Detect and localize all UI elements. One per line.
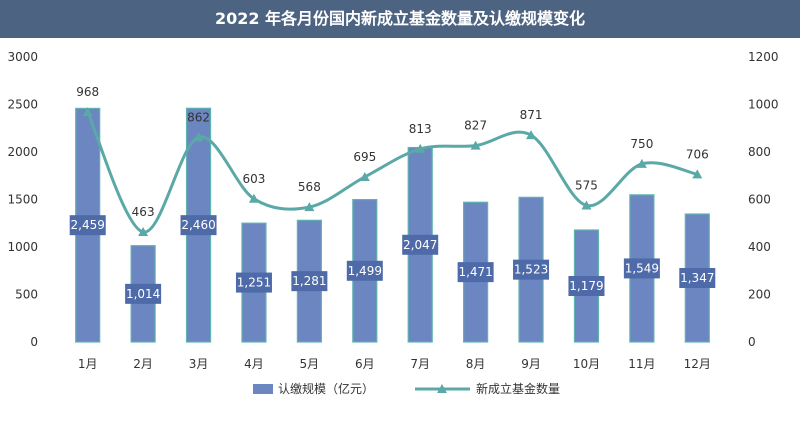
line-value-label: 463 (132, 205, 155, 219)
left-axis-tick: 2000 (7, 145, 38, 159)
right-axis-tick: 0 (748, 335, 756, 349)
left-axis-tick: 1500 (7, 193, 38, 207)
legend-line-marker (437, 384, 447, 393)
x-axis-category: 1月 (78, 357, 98, 371)
line-value-label: 603 (243, 172, 266, 186)
bar-value-label: 2,459 (71, 218, 105, 232)
x-axis-category: 4月 (244, 357, 264, 371)
line-path (86, 111, 698, 234)
bar-label-box (291, 271, 328, 292)
line-value-label: 706 (686, 147, 709, 161)
line-value-label: 813 (409, 122, 432, 136)
x-axis-category: 11月 (628, 357, 655, 371)
bar-value-label: 1,179 (569, 279, 603, 293)
line-point (636, 158, 647, 168)
bar-value-label: 2,460 (181, 218, 215, 232)
bar-value-label: 1,014 (126, 287, 160, 301)
bar-label-box (402, 234, 439, 255)
right-axis-tick: 800 (748, 145, 771, 159)
line-value-label: 695 (353, 150, 376, 164)
right-axis-tick: 400 (748, 240, 771, 254)
bar-label-box (125, 283, 162, 304)
left-axis: 0 500 1000 1500 2000 2500 3000 (7, 50, 38, 349)
x-axis-category: 12月 (684, 357, 711, 371)
bar-value-label: 1,281 (292, 274, 326, 288)
bar-label-box (180, 215, 217, 236)
line-point (581, 200, 592, 210)
bar-label-box (513, 259, 550, 280)
right-axis-tick: 600 (748, 193, 771, 207)
line-value-label: 968 (76, 85, 99, 99)
bar-label-box (679, 268, 716, 289)
x-axis-category: 8月 (466, 357, 486, 371)
bar-value-label: 1,251 (237, 276, 271, 290)
right-axis-tick: 200 (748, 288, 771, 302)
bar-label-box (568, 275, 605, 296)
line-point (692, 169, 703, 179)
legend-bar-swatch (253, 384, 273, 394)
line-point (248, 193, 259, 203)
x-axis: 1月 2月 3月 4月 5月 6月 7月 8月 9月 10月 11月 12月 (78, 357, 711, 371)
x-axis-category: 7月 (410, 357, 430, 371)
x-axis-category: 5月 (300, 357, 320, 371)
legend: 认缴规模（亿元） 新成立基金数量 (253, 381, 560, 396)
line-value-label: 575 (575, 178, 598, 192)
line-point (526, 130, 537, 140)
line-point (304, 202, 315, 212)
x-axis-category: 6月 (355, 357, 375, 371)
bar-value-label: 1,347 (680, 271, 714, 285)
bar-series: 2,459 1,014 2,460 1,251 1,281 1,499 2,047 1,471… (69, 107, 716, 343)
line-point (138, 227, 149, 237)
bar-label-box (623, 258, 660, 279)
x-axis-category: 3月 (189, 357, 209, 371)
bar-value-label: 2,047 (403, 238, 437, 252)
right-axis-tick: 1200 (748, 50, 779, 64)
left-axis-tick: 0 (30, 335, 38, 349)
line-point (193, 132, 204, 142)
bar-label-box (346, 260, 383, 281)
line-value-label: 871 (520, 108, 543, 122)
line-value-label: 862 (187, 110, 210, 124)
line-series: 968 463 862 603 568 695 813 827 871 575 750 706 (76, 85, 709, 237)
right-axis-tick: 1000 (748, 98, 779, 112)
left-axis-tick: 500 (15, 288, 38, 302)
x-axis-category: 10月 (573, 357, 600, 371)
bar-label-box (69, 215, 106, 236)
legend-line-label: 新成立基金数量 (476, 381, 560, 396)
line-point (359, 171, 370, 181)
line-value-label: 750 (630, 137, 653, 151)
bar-label-box (457, 262, 494, 283)
line-point (470, 140, 481, 150)
left-axis-tick: 2500 (7, 98, 38, 112)
line-point (415, 143, 426, 153)
bar-value-label: 1,499 (348, 264, 382, 278)
bar-value-label: 1,549 (625, 261, 659, 275)
bar-value-label: 1,523 (514, 263, 548, 277)
left-axis-tick: 3000 (7, 50, 38, 64)
chart-title: 2022 年各月份国内新成立基金数量及认缴规模变化 (0, 0, 800, 38)
x-axis-category: 9月 (521, 357, 541, 371)
left-axis-tick: 1000 (7, 240, 38, 254)
line-point (82, 107, 93, 117)
line-value-label: 568 (298, 180, 321, 194)
right-axis: 0 200 400 600 800 1000 1200 (748, 50, 779, 349)
legend-bar-label: 认缴规模（亿元） (278, 381, 374, 396)
bar-value-label: 1,471 (458, 265, 492, 279)
bar-label-box (235, 272, 272, 293)
x-axis-category: 2月 (133, 357, 153, 371)
line-value-label: 827 (464, 119, 487, 133)
